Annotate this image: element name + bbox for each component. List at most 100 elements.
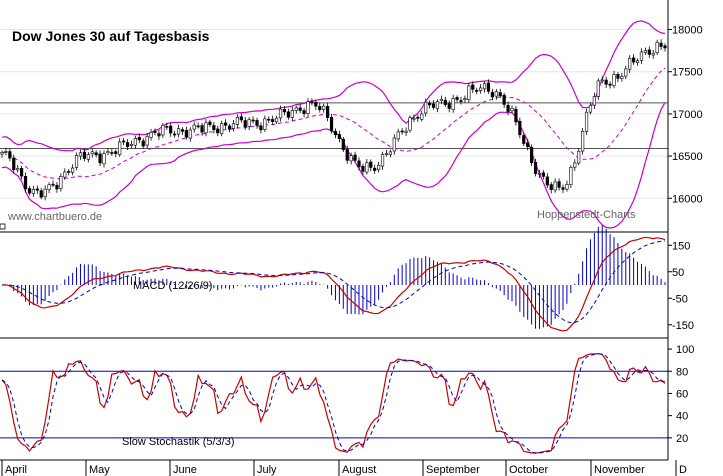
price-candle bbox=[651, 53, 655, 56]
price-candle bbox=[628, 58, 632, 70]
price-candle bbox=[471, 84, 475, 90]
price-candle bbox=[431, 103, 436, 108]
price-candle bbox=[110, 152, 114, 154]
price-candle bbox=[659, 42, 663, 47]
price-candle bbox=[271, 119, 275, 122]
price-candle bbox=[624, 68, 628, 77]
price-candle bbox=[43, 188, 47, 198]
price-candle bbox=[475, 89, 479, 92]
price-candle bbox=[122, 140, 126, 143]
price-candle bbox=[267, 118, 271, 121]
price-candle bbox=[98, 153, 102, 164]
stochastic-label: Slow Stochastik (5/3/3) bbox=[122, 436, 235, 448]
price-candle bbox=[220, 123, 224, 134]
month-label: June bbox=[173, 464, 197, 476]
price-candle bbox=[239, 116, 243, 121]
price-candle bbox=[192, 124, 196, 130]
price-candle bbox=[596, 80, 600, 97]
price-candle bbox=[541, 172, 545, 177]
price-candle bbox=[447, 103, 451, 109]
price-candle bbox=[584, 111, 589, 132]
price-candle bbox=[490, 91, 494, 98]
price-candle bbox=[180, 129, 185, 132]
price-candle bbox=[165, 126, 169, 128]
price-candle bbox=[302, 110, 306, 114]
price-candle bbox=[600, 79, 604, 82]
price-candle bbox=[486, 82, 491, 92]
price-candle bbox=[388, 151, 392, 155]
price-candle bbox=[573, 162, 577, 168]
price-candle bbox=[329, 116, 334, 132]
price-candle bbox=[510, 108, 514, 112]
price-candle bbox=[188, 129, 192, 139]
price-candle bbox=[227, 125, 232, 130]
stochastic-d-line bbox=[1, 353, 666, 454]
price-candle bbox=[361, 165, 365, 172]
price-candle bbox=[420, 113, 424, 120]
month-label: November bbox=[594, 464, 645, 476]
price-candle bbox=[23, 176, 28, 190]
price-candle bbox=[8, 151, 12, 159]
price-candle bbox=[494, 91, 498, 97]
price-candle bbox=[263, 118, 267, 130]
price-candle bbox=[39, 190, 43, 198]
chart-title: Dow Jones 30 auf Tagesbasis bbox=[12, 28, 210, 44]
price-candle bbox=[518, 120, 522, 136]
price-candle bbox=[557, 181, 561, 188]
price-candle bbox=[247, 119, 251, 127]
price-candle bbox=[482, 83, 487, 90]
price-candle bbox=[396, 131, 400, 140]
price-candle bbox=[129, 143, 134, 146]
price-candle bbox=[522, 135, 526, 144]
price-candle bbox=[588, 104, 593, 113]
month-label: May bbox=[89, 464, 110, 476]
price-candle bbox=[369, 161, 373, 168]
price-candle bbox=[365, 162, 369, 173]
price-candle bbox=[565, 184, 569, 190]
price-candle bbox=[74, 155, 79, 168]
price-candle bbox=[243, 120, 247, 128]
macd-signal-line bbox=[2, 240, 666, 324]
price-candle bbox=[459, 100, 463, 102]
price-candle bbox=[655, 42, 659, 54]
price-candle bbox=[443, 99, 447, 105]
price-tick-label: 16000 bbox=[672, 193, 703, 205]
price-tick-label: 18000 bbox=[672, 25, 703, 37]
price-candle bbox=[408, 117, 412, 131]
month-label: July bbox=[257, 464, 277, 476]
price-candle bbox=[63, 171, 67, 178]
price-candle bbox=[4, 151, 8, 153]
price-candle bbox=[282, 108, 287, 113]
price-candle bbox=[333, 130, 338, 136]
price-candle bbox=[47, 184, 51, 190]
price-candle bbox=[224, 122, 228, 126]
price-candle bbox=[35, 188, 39, 191]
watermark-label: www.chartbuero.de bbox=[7, 211, 102, 223]
price-tick-label: 17000 bbox=[672, 109, 703, 121]
price-candle bbox=[341, 138, 345, 151]
price-candle bbox=[133, 138, 137, 146]
macd-tick-label: -50 bbox=[672, 293, 688, 305]
price-candle bbox=[51, 183, 55, 186]
price-candle bbox=[0, 152, 4, 155]
price-candle bbox=[212, 125, 216, 130]
stochastic-tick-label: 60 bbox=[676, 388, 688, 400]
price-candle bbox=[216, 128, 220, 134]
panel-handle bbox=[0, 223, 6, 230]
price-candle bbox=[530, 146, 534, 164]
stochastic-k-line bbox=[1, 352, 666, 454]
price-candle bbox=[318, 106, 322, 111]
price-candle bbox=[290, 110, 294, 118]
price-candle bbox=[349, 155, 353, 162]
price-candle bbox=[173, 133, 177, 136]
price-candle bbox=[608, 83, 612, 86]
price-candle bbox=[141, 140, 145, 147]
price-candle bbox=[235, 116, 239, 125]
price-candle bbox=[310, 101, 314, 104]
month-label: April bbox=[5, 464, 27, 476]
price-candle bbox=[451, 98, 455, 110]
price-candle bbox=[314, 101, 318, 107]
price-candle bbox=[400, 130, 404, 133]
